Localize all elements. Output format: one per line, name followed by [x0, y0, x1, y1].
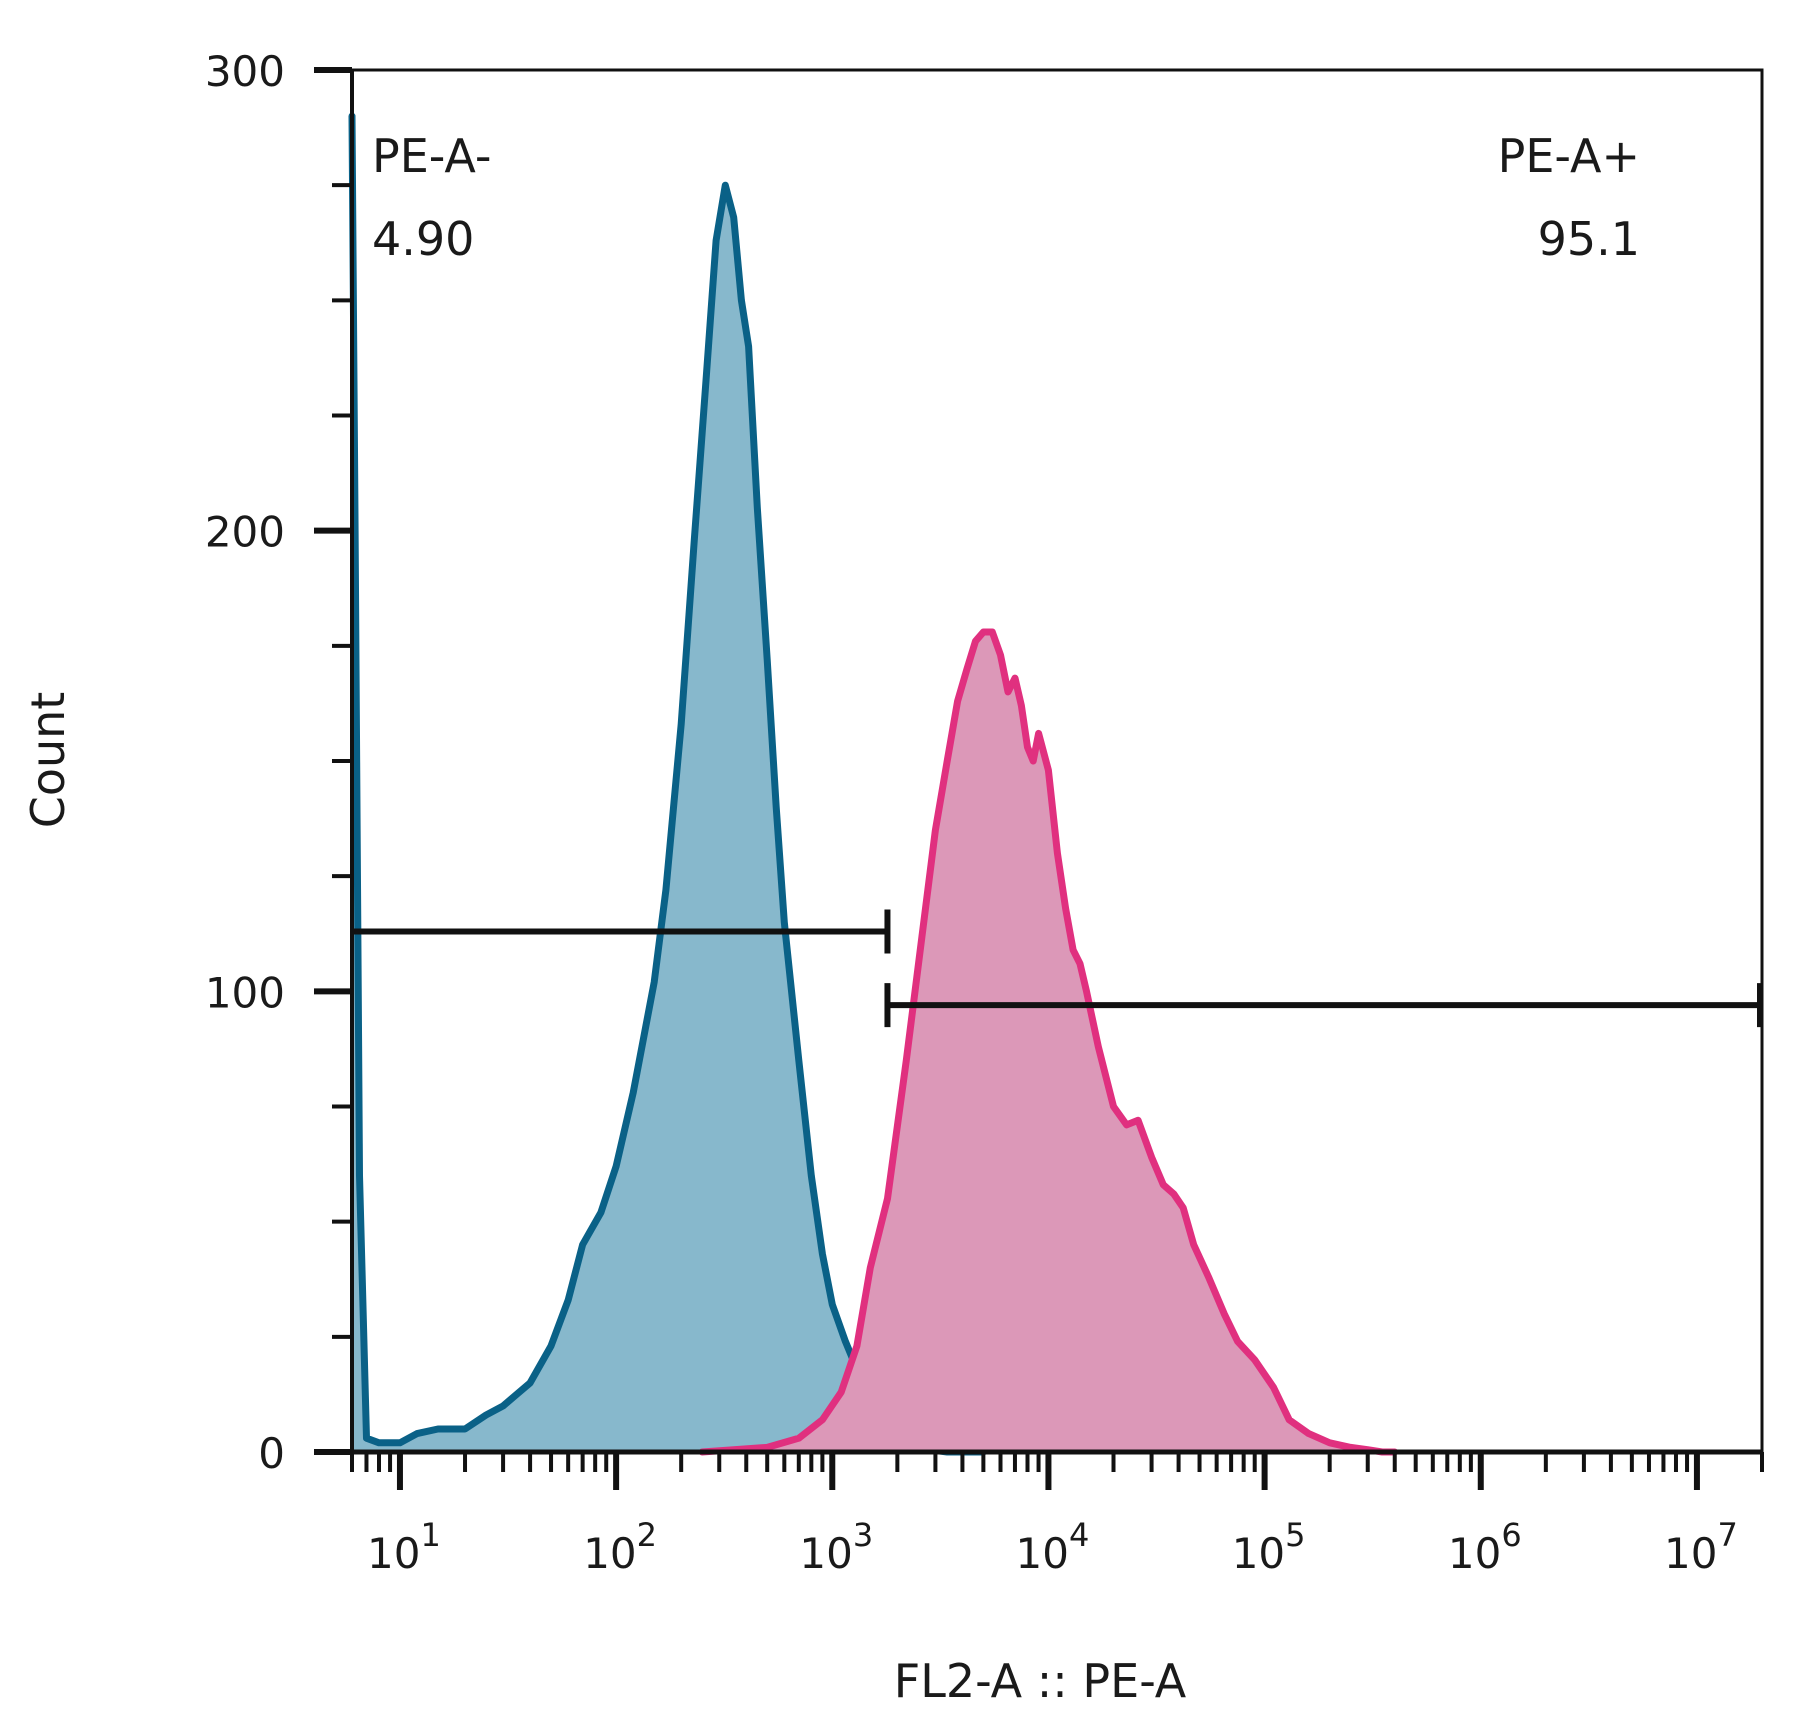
y-tick-label: 300 — [205, 47, 285, 96]
y-axis: 0 100 200 300 — [205, 47, 354, 1478]
gate-0-value: 4.90 — [372, 212, 474, 266]
gate-1-value: 95.1 — [1538, 212, 1640, 266]
y-tick-label: 200 — [205, 508, 285, 557]
x-tick-label: 102 — [583, 1516, 657, 1578]
x-axis-title: FL2-A :: PE-A — [894, 1654, 1187, 1708]
x-tick-label: 106 — [1448, 1516, 1522, 1578]
series-layer — [348, 112, 1399, 1456]
gate-layer: PE-A- 4.90 PE-A+ 95.1 — [352, 129, 1763, 1028]
y-tick-label: 100 — [205, 968, 285, 1017]
y-tick-label: 0 — [258, 1429, 285, 1478]
x-axis: 101 102 103 104 105 106 107 — [350, 1449, 1764, 1578]
x-tick-label: 107 — [1664, 1516, 1738, 1578]
gate-0-label: PE-A- — [372, 129, 491, 183]
x-tick-label: 101 — [367, 1516, 441, 1578]
gate-1-label: PE-A+ — [1498, 129, 1640, 183]
series-1-area — [702, 632, 1395, 1452]
x-tick-label: 105 — [1232, 1516, 1306, 1578]
x-tick-label: 103 — [799, 1516, 873, 1578]
series-1-line — [698, 628, 1399, 1456]
x-tick-label: 104 — [1016, 1516, 1090, 1578]
y-axis-title: Count — [21, 692, 75, 829]
series-0-area — [352, 116, 984, 1453]
